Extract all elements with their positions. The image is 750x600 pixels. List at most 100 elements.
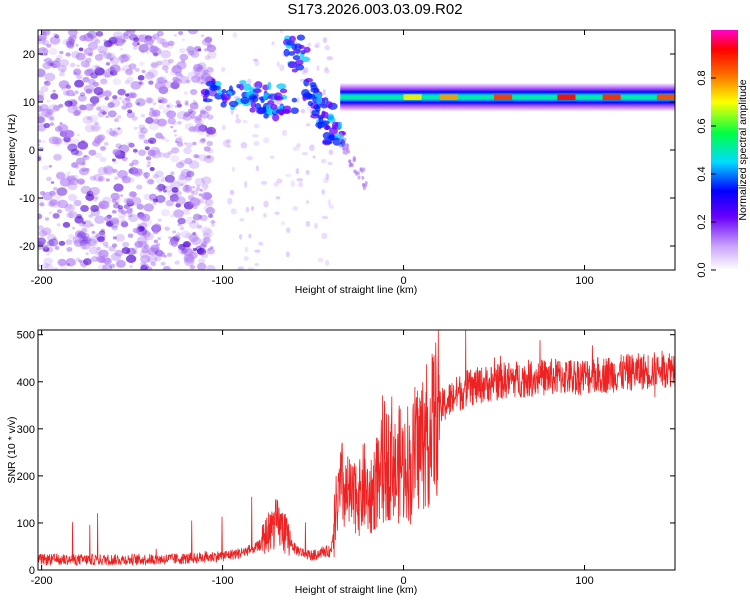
spectrogram-noise-blob bbox=[56, 54, 63, 60]
spectrogram-noise-blob bbox=[75, 257, 81, 262]
spectrogram-noise-blob bbox=[247, 78, 252, 85]
spectrogram-noise-blob bbox=[113, 183, 124, 192]
spectrogram-noise-blob bbox=[53, 267, 58, 270]
spectrogram-cluster-blob bbox=[239, 80, 247, 85]
spectrogram-noise-blob bbox=[226, 144, 232, 149]
spectrogram-noise-blob bbox=[92, 125, 99, 131]
spectrogram-noise-blob bbox=[91, 256, 99, 263]
spectrogram-noise-blob bbox=[235, 113, 239, 119]
spectrogram-cluster-blob bbox=[242, 83, 252, 91]
spectrogram-trail-blob bbox=[357, 175, 361, 180]
spectrogram-noise-blob bbox=[321, 189, 326, 195]
spectrogram-cluster-blob bbox=[290, 107, 299, 114]
spectrogram-noise-blob bbox=[163, 189, 167, 193]
spectrogram-noise-blob bbox=[305, 220, 311, 227]
spectrogram-noise-blob bbox=[146, 163, 151, 168]
spectrogram-noise-blob bbox=[80, 185, 92, 195]
spectrogram-noise-blob bbox=[187, 50, 195, 56]
spectrogram-noise-blob bbox=[109, 127, 113, 131]
spectrogram-noise-blob bbox=[174, 78, 182, 85]
spectrogram-noise-blob bbox=[180, 168, 192, 178]
spectrogram-noise-blob bbox=[65, 239, 73, 245]
spectrogram-noise-blob bbox=[199, 109, 206, 115]
spectrogram-cluster-blob bbox=[250, 101, 257, 108]
spectrogram-noise-blob bbox=[184, 102, 189, 106]
spectrogram-heatmap bbox=[38, 30, 675, 270]
spectrogram-noise-blob bbox=[316, 65, 320, 72]
spectrogram-noise-blob bbox=[42, 31, 47, 35]
spectrogram-noise-blob bbox=[113, 72, 118, 76]
spectrogram-noise-blob bbox=[202, 228, 214, 238]
spectrogram-cluster-blob bbox=[276, 83, 287, 90]
spectrogram-noise-blob bbox=[82, 76, 90, 83]
spectrogram-noise-blob bbox=[193, 101, 198, 105]
spectrogram-noise-blob bbox=[149, 45, 159, 54]
spectrogram-noise-blob bbox=[38, 114, 45, 124]
spectrogram-noise-blob bbox=[128, 191, 137, 198]
spectrogram-noise-blob bbox=[185, 257, 190, 261]
spectrogram-noise-blob bbox=[225, 139, 232, 144]
spectrogram-noise-blob bbox=[149, 107, 154, 111]
spectrogram-noise-blob bbox=[211, 223, 215, 227]
spectrogram-noise-blob bbox=[86, 190, 94, 197]
spectrogram-noise-blob bbox=[200, 81, 205, 85]
spectrogram-noise-blob bbox=[57, 123, 69, 133]
spectrogram-noise-blob bbox=[204, 55, 211, 61]
spectrogram-noise-blob bbox=[68, 234, 75, 240]
spectrogram-noise-blob bbox=[125, 102, 133, 109]
spectrogram-cluster-blob bbox=[228, 100, 239, 108]
spectrogram-noise-blob bbox=[185, 79, 191, 84]
spectrogram-noise-blob bbox=[93, 173, 103, 182]
spectrogram-noise-blob bbox=[38, 36, 46, 45]
snr-x-ticks: -200 -100 0 100 bbox=[31, 330, 594, 587]
spectrogram-noise-blob bbox=[193, 64, 204, 73]
snr-x-tick-label: 100 bbox=[575, 575, 593, 587]
spectrogram-trail-blob bbox=[342, 145, 346, 150]
spectrogram-trail-blob bbox=[359, 167, 363, 172]
colorbar: 0.0 0.2 0.4 0.6 0.8 Normalized spectral ampl… bbox=[696, 30, 749, 278]
spectrogram-trail-blob bbox=[339, 133, 343, 138]
spectrogram-cluster-blob bbox=[263, 113, 269, 119]
spectrogram-noise-blob bbox=[90, 36, 99, 43]
spectrogram-noise-blob bbox=[148, 115, 153, 119]
spectrogram-band-peak bbox=[557, 94, 576, 101]
spectrogram-noise-blob bbox=[220, 66, 226, 73]
spectrogram-noise-blob bbox=[38, 33, 47, 41]
spectrogram-noise-blob bbox=[112, 95, 118, 100]
snr-y-tick-label: 500 bbox=[17, 330, 35, 342]
spectrogram-noise-blob bbox=[152, 198, 159, 203]
spectrogram-noise-blob bbox=[179, 75, 190, 84]
spectrogram-noise-blob bbox=[68, 38, 75, 44]
spectrogram-noise-blob bbox=[192, 141, 197, 146]
spectrogram-noise-blob bbox=[143, 139, 150, 144]
spectrogram-noise-blob bbox=[298, 181, 304, 188]
spectrogram-noise-blob bbox=[104, 96, 110, 101]
spectrogram-noise-blob bbox=[160, 208, 171, 217]
spectrogram-noise-blob bbox=[38, 139, 42, 143]
snr-y-tick-label: 0 bbox=[29, 565, 35, 577]
spectrogram-noise-blob bbox=[193, 205, 198, 210]
spectrogram-noise-blob bbox=[253, 141, 260, 146]
spectrogram-noise-blob bbox=[80, 240, 91, 250]
spectrogram-noise-blob bbox=[203, 188, 207, 191]
spectrogram-noise-blob bbox=[57, 199, 69, 209]
spectrogram-noise-blob bbox=[222, 140, 230, 147]
figure-title: S173.2026.003.03.09.R02 bbox=[287, 1, 462, 18]
spectrogram-trail-blob bbox=[338, 138, 342, 143]
spectrogram-noise-blob bbox=[194, 123, 206, 132]
spectrogram-noise-blob bbox=[104, 215, 112, 222]
spectrogram-noise-blob bbox=[137, 149, 147, 156]
spectrogram-noise-blob bbox=[49, 116, 55, 121]
spectrogram-noise-blob bbox=[120, 219, 128, 225]
spectrogram-noise-blob bbox=[173, 209, 184, 218]
spectrogram-noise-blob bbox=[262, 137, 270, 144]
spectrogram-cluster-blob bbox=[331, 121, 339, 128]
spectrogram-noise-blob bbox=[200, 241, 208, 248]
spectrogram-noise-blob bbox=[53, 33, 58, 37]
spectrogram-noise-blob bbox=[156, 37, 165, 45]
spectrogram-noise-blob bbox=[77, 94, 87, 102]
spectrogram-noise-blob bbox=[38, 146, 44, 152]
spectrogram-noise-blob bbox=[254, 249, 261, 253]
spectrogram-noise-blob bbox=[130, 80, 142, 90]
spectrogram-cluster-blob bbox=[310, 87, 320, 93]
